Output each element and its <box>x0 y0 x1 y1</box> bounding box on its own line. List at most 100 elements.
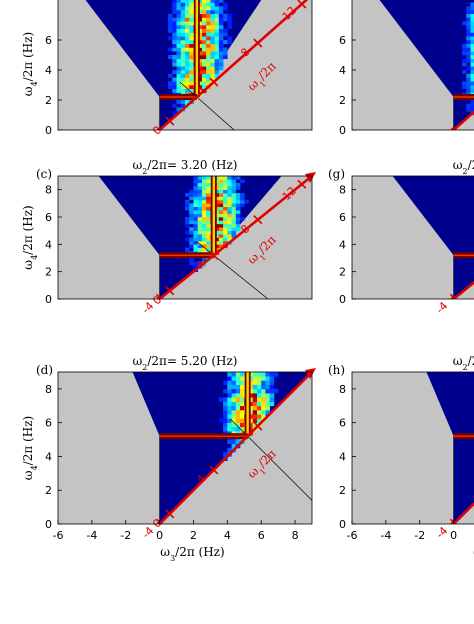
heat-cell <box>466 28 471 33</box>
heat-cell <box>185 43 190 48</box>
heat-cell <box>197 13 203 18</box>
heat-cell <box>223 2 228 7</box>
heat-cell <box>269 401 275 407</box>
y-tick-label: 2 <box>45 94 52 107</box>
heat-cell <box>189 220 194 225</box>
heat-cell <box>470 47 474 52</box>
heat-cell <box>206 13 211 18</box>
heat-cell <box>235 217 241 221</box>
heat-cell <box>269 372 275 377</box>
heat-cell <box>206 55 211 60</box>
heat-cell <box>201 210 207 214</box>
heat-cell <box>172 111 177 116</box>
heat-cell <box>235 213 241 218</box>
heat-cell <box>214 244 220 249</box>
heat-cell <box>252 393 258 398</box>
heat-cell <box>201 13 207 18</box>
panel-letter: (g) <box>328 167 345 181</box>
diag-tick <box>155 518 163 524</box>
heat-cell <box>180 85 186 90</box>
heat-cell <box>201 189 207 194</box>
heat-cell <box>180 6 186 11</box>
heat-cell <box>189 196 194 201</box>
heat-cell <box>235 176 241 180</box>
heat-cell <box>231 189 237 194</box>
heat-cell <box>172 70 177 75</box>
heat-cell <box>206 237 211 242</box>
heat-cell <box>223 210 228 214</box>
panel-title: ω2/2π= 5.20 (Hz) <box>132 354 237 372</box>
y-tick-label: 4 <box>339 64 346 77</box>
heat-cell <box>269 376 275 381</box>
heat-cell <box>248 422 254 428</box>
heat-cell <box>201 25 207 30</box>
heat-cell <box>189 85 194 90</box>
heat-cell <box>462 62 467 67</box>
heat-cell <box>227 230 232 235</box>
heat-cell <box>235 388 241 394</box>
heat-cell <box>189 237 194 242</box>
heat-cell <box>231 203 237 208</box>
plot-area <box>58 176 312 299</box>
heat-cell <box>248 426 254 432</box>
heat-cell <box>214 47 220 52</box>
heat-cell <box>214 73 220 78</box>
heat-cell <box>235 196 241 201</box>
heat-cell <box>185 73 190 78</box>
heat-cell <box>265 397 270 402</box>
heat-cell <box>227 13 232 18</box>
y-tick-label: 4 <box>45 64 52 77</box>
heat-cell <box>180 43 186 48</box>
heat-cell <box>201 85 207 90</box>
y-tick-label: 6 <box>339 211 346 224</box>
heat-cell <box>176 21 182 26</box>
heat-cell <box>189 81 194 86</box>
x-tick-label: -4 <box>86 529 97 542</box>
heat-cell <box>231 176 237 180</box>
heat-cell <box>172 0 177 3</box>
heat-cell <box>185 100 190 105</box>
heat-cell <box>248 372 254 377</box>
heat-cell <box>185 230 190 235</box>
heat-cell <box>218 36 224 41</box>
heat-cell <box>201 21 207 26</box>
heat-cell <box>214 199 220 204</box>
heat-cell <box>197 240 203 245</box>
heat-cell <box>210 66 215 71</box>
heat-cell <box>214 2 220 7</box>
heat-cell <box>210 58 215 63</box>
heat-cell <box>227 384 232 390</box>
heat-cell <box>470 55 474 60</box>
heat-cell <box>189 227 194 231</box>
heat-cell <box>197 179 203 184</box>
heat-cell <box>466 47 471 52</box>
heat-cell <box>470 107 474 112</box>
heat-cell <box>235 401 241 407</box>
heat-cell <box>210 77 215 82</box>
heat-cell <box>470 36 474 41</box>
heat-cell <box>231 410 237 415</box>
heat-cell <box>231 414 237 419</box>
heat-cell <box>466 107 471 112</box>
heat-cell <box>470 77 474 82</box>
heat-cell <box>261 414 266 419</box>
heat-cell <box>214 32 220 37</box>
heat-cell <box>210 51 215 56</box>
heat-cell <box>185 223 190 228</box>
heat-cell <box>252 410 258 415</box>
heat-cell <box>235 410 241 415</box>
heat-cell <box>240 393 245 398</box>
y-tick-label: 0 <box>45 293 52 306</box>
heat-cell <box>168 73 173 78</box>
heat-cell <box>201 2 207 7</box>
heat-cell <box>227 182 232 187</box>
heat-cell <box>176 81 182 86</box>
heat-cell <box>197 32 203 37</box>
heat-cell <box>197 189 203 194</box>
heat-cell <box>189 66 194 71</box>
heat-cell <box>470 103 474 108</box>
heat-cell <box>189 88 194 93</box>
heat-cell <box>218 176 224 180</box>
heat-cell <box>466 51 471 56</box>
heat-cell <box>223 410 228 415</box>
